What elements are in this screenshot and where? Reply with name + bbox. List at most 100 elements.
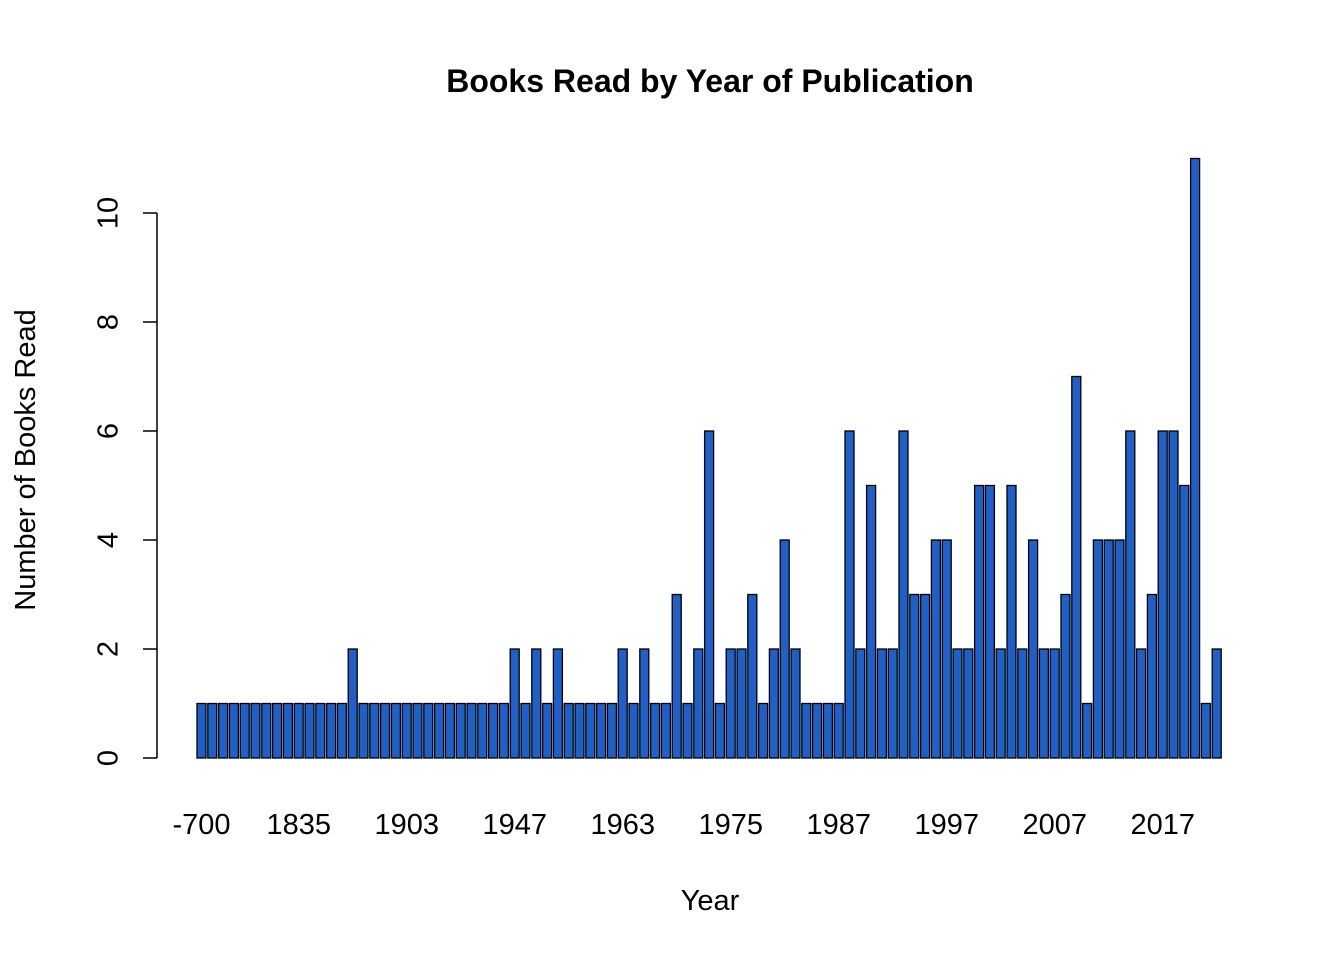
x-tick-label: 1835	[266, 809, 331, 841]
bar	[736, 648, 747, 759]
x-tick-label: 1947	[482, 809, 547, 841]
bar	[660, 702, 672, 759]
y-tick-label: 8	[93, 314, 125, 330]
bar	[1157, 430, 1168, 759]
bar	[639, 648, 650, 759]
bar	[1017, 648, 1028, 759]
bar	[865, 484, 877, 759]
bar	[790, 648, 801, 759]
bar	[1168, 430, 1179, 759]
bar	[1027, 539, 1039, 759]
bar	[887, 648, 898, 759]
bar	[304, 702, 315, 759]
bar	[412, 702, 423, 759]
bar	[315, 702, 326, 759]
bar	[984, 484, 996, 759]
bar	[682, 702, 693, 759]
x-tick-label: 1903	[374, 809, 439, 841]
x-axis-label: Year	[681, 885, 740, 917]
bar	[822, 702, 834, 759]
bar	[671, 593, 682, 759]
bar	[1125, 430, 1136, 759]
bar	[595, 702, 607, 759]
x-tick-label: 2017	[1130, 809, 1195, 841]
bar	[963, 648, 974, 759]
bar	[466, 702, 477, 759]
bar	[574, 702, 585, 759]
bar	[714, 702, 726, 759]
bar	[757, 702, 769, 759]
bar	[952, 648, 963, 759]
bar	[455, 702, 466, 759]
bar	[477, 702, 488, 759]
bar	[239, 702, 250, 759]
bar	[1179, 484, 1190, 759]
bar	[498, 702, 510, 759]
bar	[1092, 539, 1104, 759]
bar	[973, 484, 985, 759]
bar	[801, 702, 812, 759]
bar	[1103, 539, 1114, 759]
y-tick-label: 6	[93, 423, 125, 439]
y-tick-label: 10	[93, 197, 125, 229]
bar	[1189, 157, 1201, 759]
bar	[250, 702, 261, 759]
bar	[347, 648, 358, 759]
bar	[379, 702, 391, 759]
y-axis-label: Number of Books Read	[10, 309, 42, 610]
bar	[585, 702, 596, 759]
bar	[1135, 648, 1147, 759]
x-tick-label: -700	[172, 809, 230, 841]
bar	[844, 430, 855, 759]
bar	[876, 648, 888, 759]
x-tick-label: 1997	[914, 809, 979, 841]
bar	[1049, 648, 1060, 759]
bar	[487, 702, 499, 759]
bar	[703, 430, 715, 759]
bar	[617, 648, 628, 759]
bar	[725, 648, 736, 759]
chart-title: Books Read by Year of Publication	[446, 63, 974, 99]
bar	[271, 702, 283, 759]
bar	[768, 648, 780, 759]
y-tick-label: 4	[93, 532, 125, 548]
bar	[693, 648, 704, 759]
bar	[995, 648, 1006, 759]
bar	[423, 702, 434, 759]
bar	[930, 539, 942, 759]
bar	[196, 702, 207, 759]
bar	[1060, 593, 1071, 759]
bar	[1211, 648, 1222, 759]
bar	[509, 648, 520, 759]
bar	[628, 702, 639, 759]
bar	[520, 702, 531, 759]
bar	[563, 702, 574, 759]
bar	[1006, 484, 1017, 759]
bar	[293, 702, 304, 759]
bar	[747, 593, 758, 759]
bar	[1114, 539, 1125, 759]
y-tick-label: 2	[93, 641, 125, 657]
bar	[433, 702, 445, 759]
bar	[1146, 593, 1158, 759]
bar	[207, 702, 218, 759]
bar	[811, 702, 823, 759]
bar	[217, 702, 229, 759]
x-tick-label: 1963	[590, 809, 655, 841]
bar	[833, 702, 844, 759]
bar	[531, 648, 542, 759]
bar	[606, 702, 618, 759]
bar	[919, 593, 931, 759]
bar	[941, 539, 952, 759]
bar	[855, 648, 866, 759]
bar	[541, 702, 553, 759]
bar	[261, 702, 272, 759]
bar	[325, 702, 337, 759]
bar	[552, 648, 564, 759]
bar	[909, 593, 920, 759]
bar	[228, 702, 240, 759]
bar	[779, 539, 790, 759]
bar	[401, 702, 412, 759]
x-tick-label: 1975	[698, 809, 763, 841]
